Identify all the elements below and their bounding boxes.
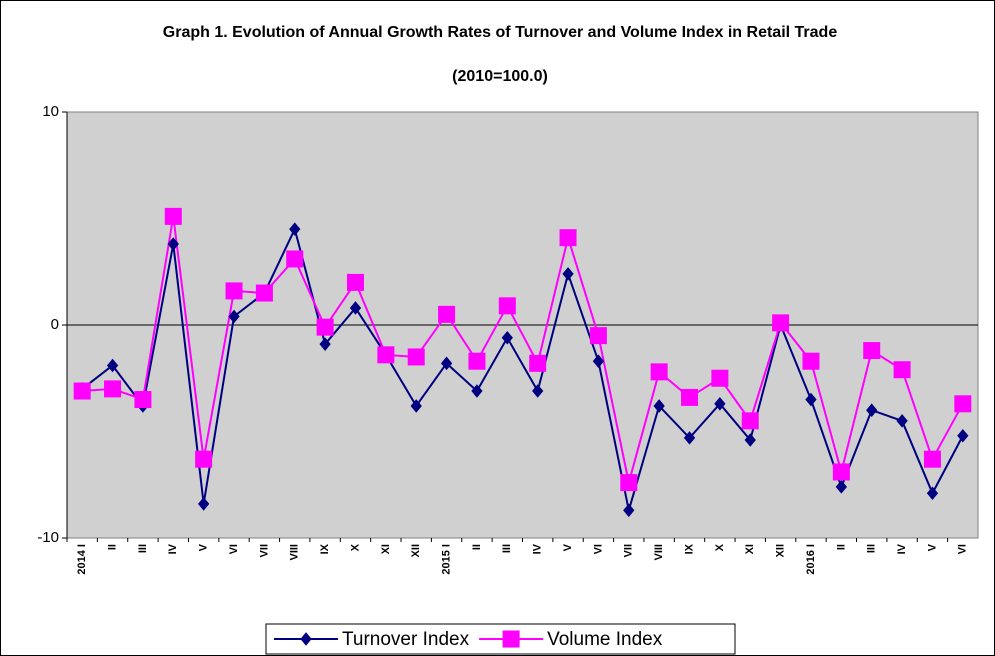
- x-tick-label: 2015 I: [440, 544, 452, 575]
- y-tick-label: -10: [37, 529, 59, 546]
- x-tick-label: III: [866, 544, 878, 553]
- marker: [377, 346, 395, 364]
- y-tick-label: 0: [51, 316, 59, 333]
- marker: [502, 630, 520, 648]
- marker: [228, 309, 240, 324]
- x-tick-label: IV: [896, 543, 908, 554]
- marker: [832, 463, 850, 481]
- marker: [923, 450, 941, 468]
- marker: [195, 450, 213, 468]
- marker: [316, 318, 334, 336]
- marker: [410, 399, 422, 413]
- x-tick-label: IV: [167, 543, 179, 554]
- marker: [741, 412, 759, 430]
- x-tick-label: IX: [319, 543, 331, 554]
- marker: [438, 305, 456, 323]
- marker: [711, 369, 729, 387]
- marker: [620, 474, 638, 492]
- marker: [529, 354, 547, 372]
- marker: [286, 250, 304, 268]
- marker: [532, 384, 544, 398]
- x-tick-label: VII: [258, 544, 270, 557]
- x-tick-label: III: [137, 544, 149, 553]
- marker: [802, 352, 820, 370]
- x-tick-label: II: [835, 544, 847, 550]
- marker: [134, 391, 152, 409]
- marker: [650, 363, 668, 381]
- x-tick-label: VI: [228, 544, 240, 554]
- marker: [407, 348, 425, 366]
- legend-label: Turnover Index: [342, 629, 470, 650]
- marker: [589, 327, 607, 345]
- chart-subtitle: (2010=100.0): [452, 68, 548, 85]
- marker: [468, 352, 486, 370]
- marker: [835, 480, 848, 494]
- x-tick-label: X: [349, 543, 361, 551]
- marker: [559, 229, 577, 247]
- marker: [319, 337, 331, 351]
- marker: [957, 428, 969, 443]
- marker: [683, 431, 696, 445]
- marker: [164, 207, 182, 225]
- marker: [73, 382, 91, 400]
- marker: [197, 497, 210, 511]
- marker: [926, 486, 939, 501]
- x-tick-label: VIII: [289, 544, 301, 561]
- x-tick-label: IV: [532, 543, 544, 554]
- marker: [681, 388, 699, 406]
- series-line: [82, 216, 964, 483]
- x-tick-label: VII: [623, 544, 635, 557]
- marker: [896, 414, 908, 428]
- x-tick-label: 2016 I: [805, 544, 817, 575]
- marker: [471, 384, 483, 398]
- x-tick-label: XI: [380, 544, 392, 554]
- x-tick-label: II: [106, 544, 118, 550]
- chart-title: Graph 1. Evolution of Annual Growth Rate…: [162, 24, 838, 41]
- x-tick-label: VI: [592, 544, 604, 554]
- legend-label: Volume Index: [547, 629, 663, 650]
- x-tick-label: VIII: [653, 544, 665, 561]
- x-tick-label: VI: [957, 544, 969, 554]
- marker: [562, 267, 574, 281]
- marker: [863, 342, 881, 360]
- x-tick-label: XI: [744, 544, 756, 554]
- x-tick-label: XII: [410, 544, 422, 557]
- x-tick-label: 2014 I: [76, 544, 88, 575]
- marker: [255, 284, 273, 302]
- marker: [805, 392, 817, 407]
- marker: [893, 361, 911, 379]
- x-tick-label: V: [562, 543, 574, 551]
- marker: [440, 356, 453, 371]
- y-tick-label: 10: [42, 103, 59, 120]
- x-tick-label: III: [501, 544, 513, 553]
- marker: [653, 399, 665, 413]
- marker: [623, 503, 635, 518]
- x-tick-label: X: [714, 543, 726, 551]
- marker: [501, 330, 513, 345]
- marker: [106, 358, 119, 373]
- legend: Turnover Index Volume Index: [265, 623, 736, 655]
- x-tick-label: V: [926, 543, 938, 551]
- marker: [866, 403, 878, 417]
- x-tick-label: II: [471, 544, 483, 550]
- marker: [104, 380, 122, 398]
- marker: [772, 314, 790, 332]
- marker: [744, 433, 756, 447]
- marker: [349, 301, 362, 315]
- marker: [225, 282, 243, 300]
- marker: [714, 397, 726, 411]
- marker: [300, 632, 312, 646]
- marker: [167, 237, 179, 251]
- marker: [592, 354, 605, 368]
- marker: [498, 297, 516, 315]
- x-tick-label: V: [198, 543, 210, 551]
- x-tick-label: XII: [775, 544, 787, 557]
- x-tick-label: IX: [683, 543, 695, 554]
- marker: [346, 273, 364, 291]
- marker: [954, 395, 972, 413]
- marker: [289, 222, 301, 236]
- series-line: [81, 226, 964, 511]
